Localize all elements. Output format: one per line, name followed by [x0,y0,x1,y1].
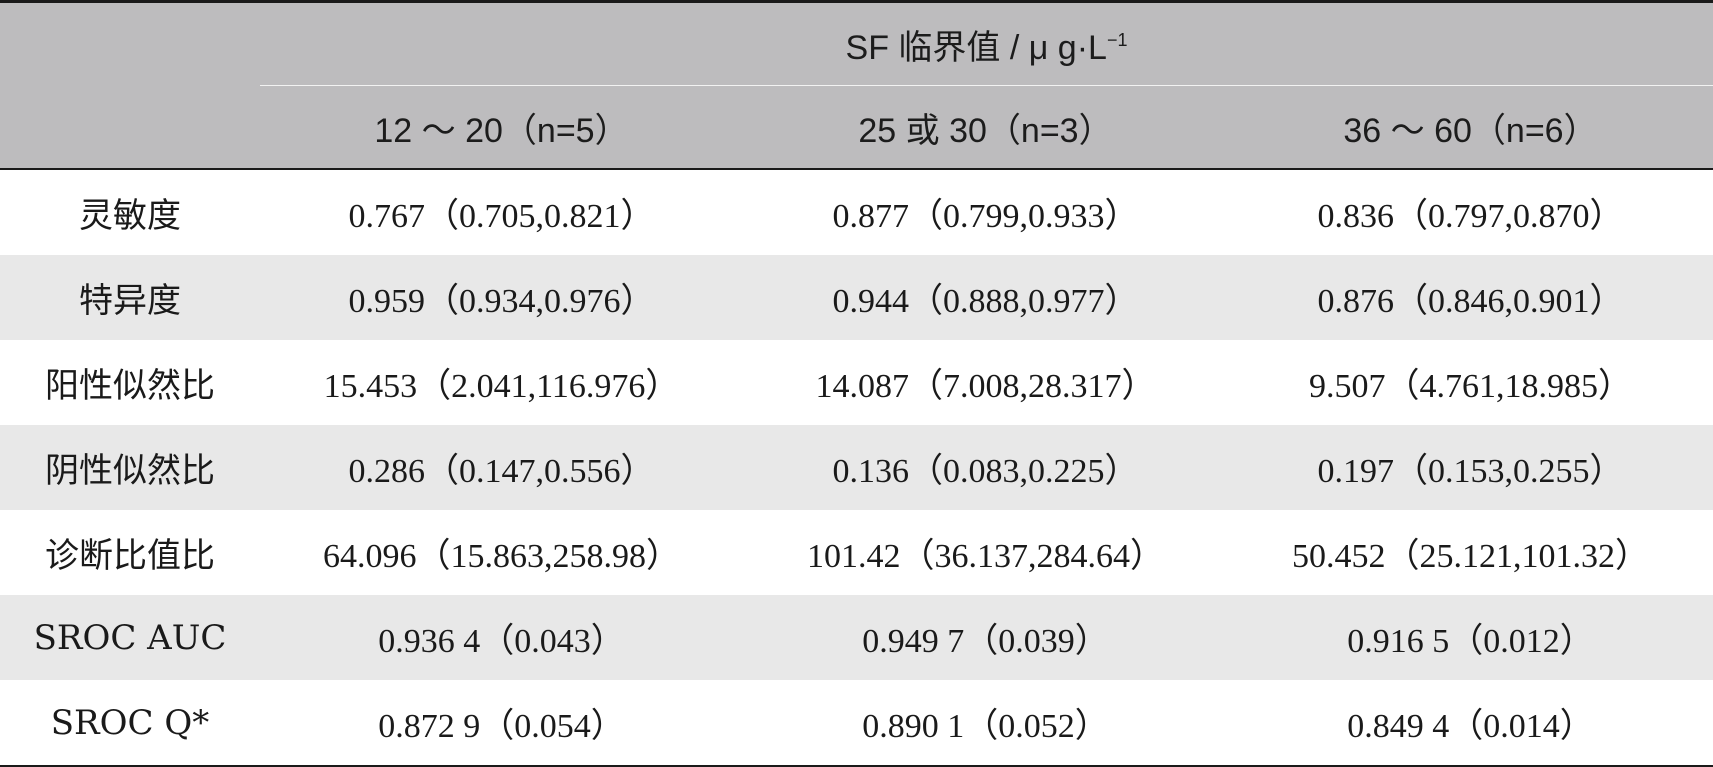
table-cell: 0.286（0.147,0.556） [348,453,655,490]
table-cell: 0.936 4（0.043） [378,623,625,660]
column-header-1: 12 ～ 20（n=5） [374,111,629,150]
table-cell: 0.136（0.083,0.225） [832,453,1139,490]
table-row: 阴性似然比 0.286（0.147,0.556） 0.136（0.083,0.2… [0,425,1713,510]
table-row: SROC Q* 0.872 9（0.054） 0.890 1（0.052） 0.… [0,680,1713,765]
table-cell: 101.42（36.137,284.64） [807,538,1164,575]
table-cell: 0.872 9（0.054） [378,708,625,745]
group-header: SF 临界值 / μ g·L −1 [260,3,1713,86]
row-label: SROC AUC [33,617,227,658]
table-cell: 0.959（0.934,0.976） [348,283,655,320]
group-header-superscript: −1 [1106,29,1128,50]
group-header-label: SF 临界值 / μ g·L [845,28,1107,67]
table-cell: 0.836（0.797,0.870） [1317,198,1624,235]
table-row: 诊断比值比 64.096（15.863,258.98） 101.42（36.13… [0,510,1713,595]
row-label: 特异度 [79,281,181,321]
corner-cell [0,86,260,168]
table-cell: 0.197（0.153,0.255） [1317,453,1624,490]
table-row: SROC AUC 0.936 4（0.043） 0.949 7（0.039） 0… [0,595,1713,680]
table-cell: 50.452（25.121,101.32） [1292,538,1649,575]
table-cell: 15.453（2.041,116.976） [323,368,680,405]
table-cell: 0.876（0.846,0.901） [1317,283,1624,320]
table-cell: 0.944（0.888,0.977） [832,283,1139,320]
table-cell: 0.890 1（0.052） [862,708,1109,745]
row-label: SROC Q* [50,702,210,743]
table-header: SF 临界值 / μ g·L −1 12 ～ 20（n=5） 25 或 30（n=… [0,3,1713,170]
column-header-3: 36 ～ 60（n=6） [1343,111,1598,150]
table-cell: 9.507（4.761,18.985） [1309,368,1632,405]
table-row: 灵敏度 0.767（0.705,0.821） 0.877（0.799,0.933… [0,170,1713,255]
table-cell: 0.767（0.705,0.821） [348,198,655,235]
table-cell: 0.916 5（0.012） [1347,623,1594,660]
row-label: 阴性似然比 [45,451,215,491]
table-cell: 0.849 4（0.014） [1347,708,1594,745]
table-cell: 64.096（15.863,258.98） [323,538,680,575]
table-cell: 0.877（0.799,0.933） [832,198,1139,235]
row-label: 阳性似然比 [45,366,215,406]
column-header-row: 12 ～ 20（n=5） 25 或 30（n=3） 36 ～ 60（n=6） [0,86,1713,168]
table-cell: 0.949 7（0.039） [862,623,1109,660]
row-label: 诊断比值比 [45,536,215,576]
table-row: 阳性似然比 15.453（2.041,116.976） 14.087（7.008… [0,340,1713,425]
column-header-2: 25 或 30（n=3） [858,111,1113,150]
table-cell: 14.087（7.008,28.317） [815,368,1156,405]
row-label: 灵敏度 [79,196,181,236]
table-row: 特异度 0.959（0.934,0.976） 0.944（0.888,0.977… [0,255,1713,340]
